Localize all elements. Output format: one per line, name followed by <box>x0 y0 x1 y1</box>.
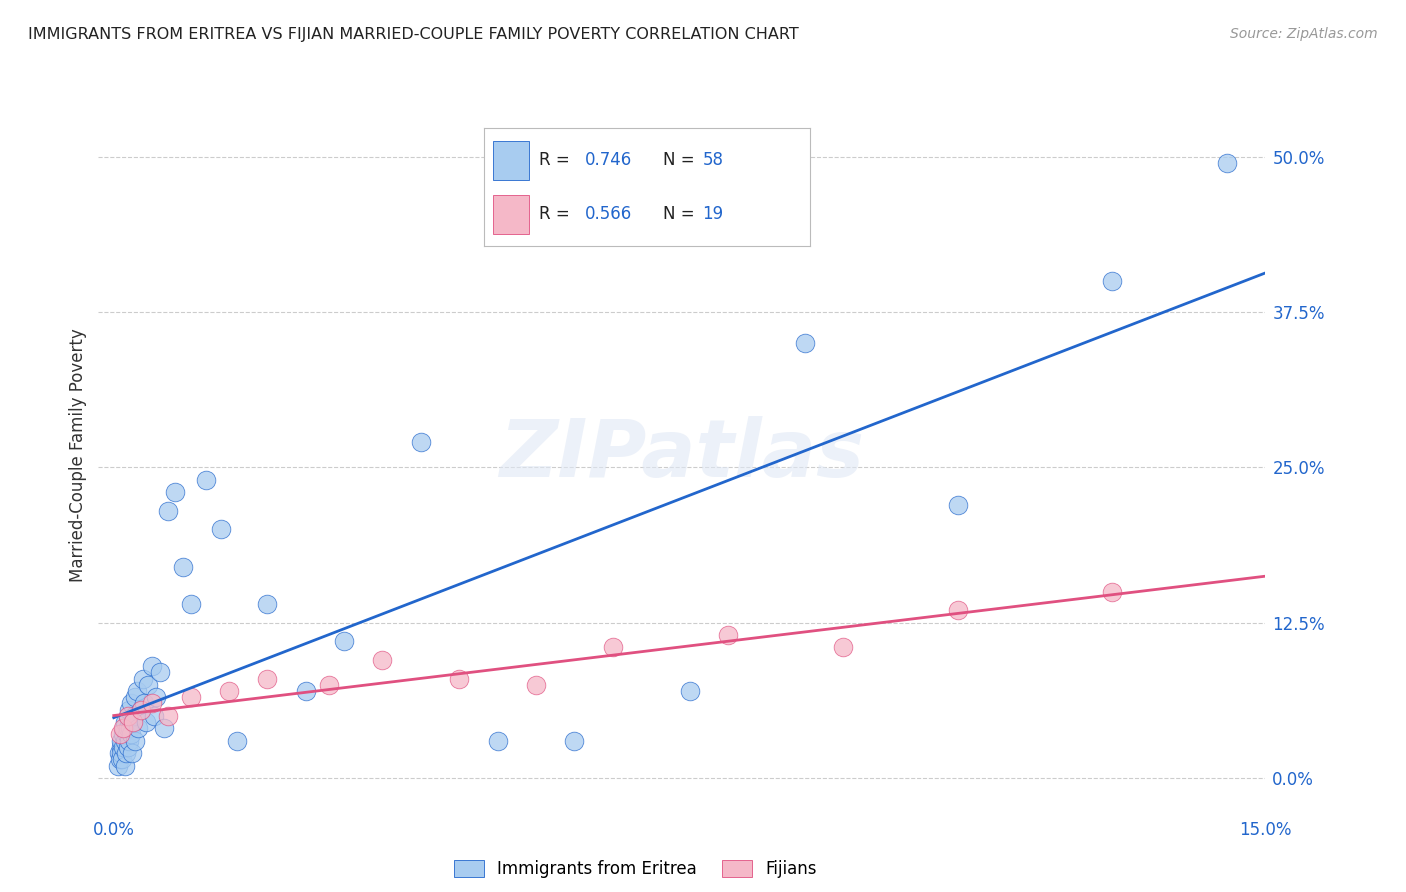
Point <box>118 721 141 735</box>
Point <box>117 708 139 723</box>
Point <box>678 684 700 698</box>
Point <box>602 640 624 655</box>
Point <box>145 690 167 705</box>
Point <box>129 703 152 717</box>
Point <box>149 665 172 680</box>
Point <box>134 697 156 711</box>
Point <box>127 721 149 735</box>
Point <box>486 733 509 747</box>
Point <box>114 758 136 772</box>
Text: Source: ZipAtlas.com: Source: ZipAtlas.com <box>1230 27 1378 41</box>
Point <box>117 708 139 723</box>
Point <box>180 690 202 705</box>
Point <box>256 672 278 686</box>
Point <box>108 746 131 760</box>
Point <box>117 739 139 754</box>
Point <box>129 703 152 717</box>
Point <box>118 733 141 747</box>
Point <box>524 678 547 692</box>
Point <box>121 746 143 760</box>
Text: IMMIGRANTS FROM ERITREA VS FIJIAN MARRIED-COUPLE FAMILY POVERTY CORRELATION CHAR: IMMIGRANTS FROM ERITREA VS FIJIAN MARRIE… <box>28 27 799 42</box>
Point <box>118 703 141 717</box>
Point <box>111 721 134 735</box>
Point <box>141 697 163 711</box>
Point <box>717 628 740 642</box>
Y-axis label: Married-Couple Family Poverty: Married-Couple Family Poverty <box>69 328 87 582</box>
Point <box>110 746 132 760</box>
Text: 0.0%: 0.0% <box>93 822 135 839</box>
Point <box>122 714 145 729</box>
Point <box>948 498 970 512</box>
Point <box>107 758 129 772</box>
Point <box>125 684 148 698</box>
Point <box>165 485 187 500</box>
Point <box>122 708 145 723</box>
Point <box>180 597 202 611</box>
Point <box>117 721 139 735</box>
Point <box>114 714 136 729</box>
Point <box>115 746 138 760</box>
Point <box>209 523 232 537</box>
Point <box>832 640 855 655</box>
Text: 15.0%: 15.0% <box>1239 822 1292 839</box>
Legend: Immigrants from Eritrea, Fijians: Immigrants from Eritrea, Fijians <box>447 854 824 885</box>
Point <box>318 678 340 692</box>
Point <box>1101 274 1123 288</box>
Point <box>108 752 131 766</box>
Point <box>294 684 316 698</box>
Point <box>793 336 815 351</box>
Point <box>111 727 134 741</box>
Point <box>371 653 394 667</box>
Point <box>141 659 163 673</box>
Point <box>120 697 142 711</box>
Point <box>110 733 132 747</box>
Point <box>136 678 159 692</box>
Point <box>225 733 247 747</box>
Point <box>115 727 138 741</box>
Point <box>156 708 179 723</box>
Point <box>1216 156 1239 170</box>
Point <box>135 714 157 729</box>
Point <box>132 672 155 686</box>
Point <box>112 721 135 735</box>
Text: ZIPatlas: ZIPatlas <box>499 416 865 494</box>
Point <box>156 504 179 518</box>
Point <box>256 597 278 611</box>
Point <box>172 559 194 574</box>
Point <box>124 733 146 747</box>
Point <box>194 473 217 487</box>
Point <box>218 684 240 698</box>
Point <box>152 721 174 735</box>
Point <box>120 727 142 741</box>
Point <box>409 435 432 450</box>
Point <box>948 603 970 617</box>
Point <box>142 708 165 723</box>
Point <box>564 733 586 747</box>
Point <box>110 739 132 754</box>
Point <box>122 714 145 729</box>
Point <box>333 634 356 648</box>
Point <box>1101 584 1123 599</box>
Point <box>111 752 134 766</box>
Point <box>114 733 136 747</box>
Point <box>449 672 471 686</box>
Point <box>111 739 134 754</box>
Point <box>124 690 146 705</box>
Point <box>108 727 131 741</box>
